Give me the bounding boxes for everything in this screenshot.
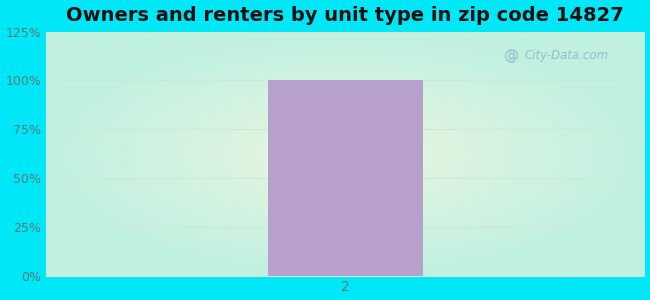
Text: @: @	[504, 47, 519, 62]
Text: City-Data.com: City-Data.com	[525, 49, 609, 62]
Bar	[268, 80, 423, 276]
Title: Owners and renters by unit type in zip code 14827: Owners and renters by unit type in zip c…	[66, 6, 624, 25]
